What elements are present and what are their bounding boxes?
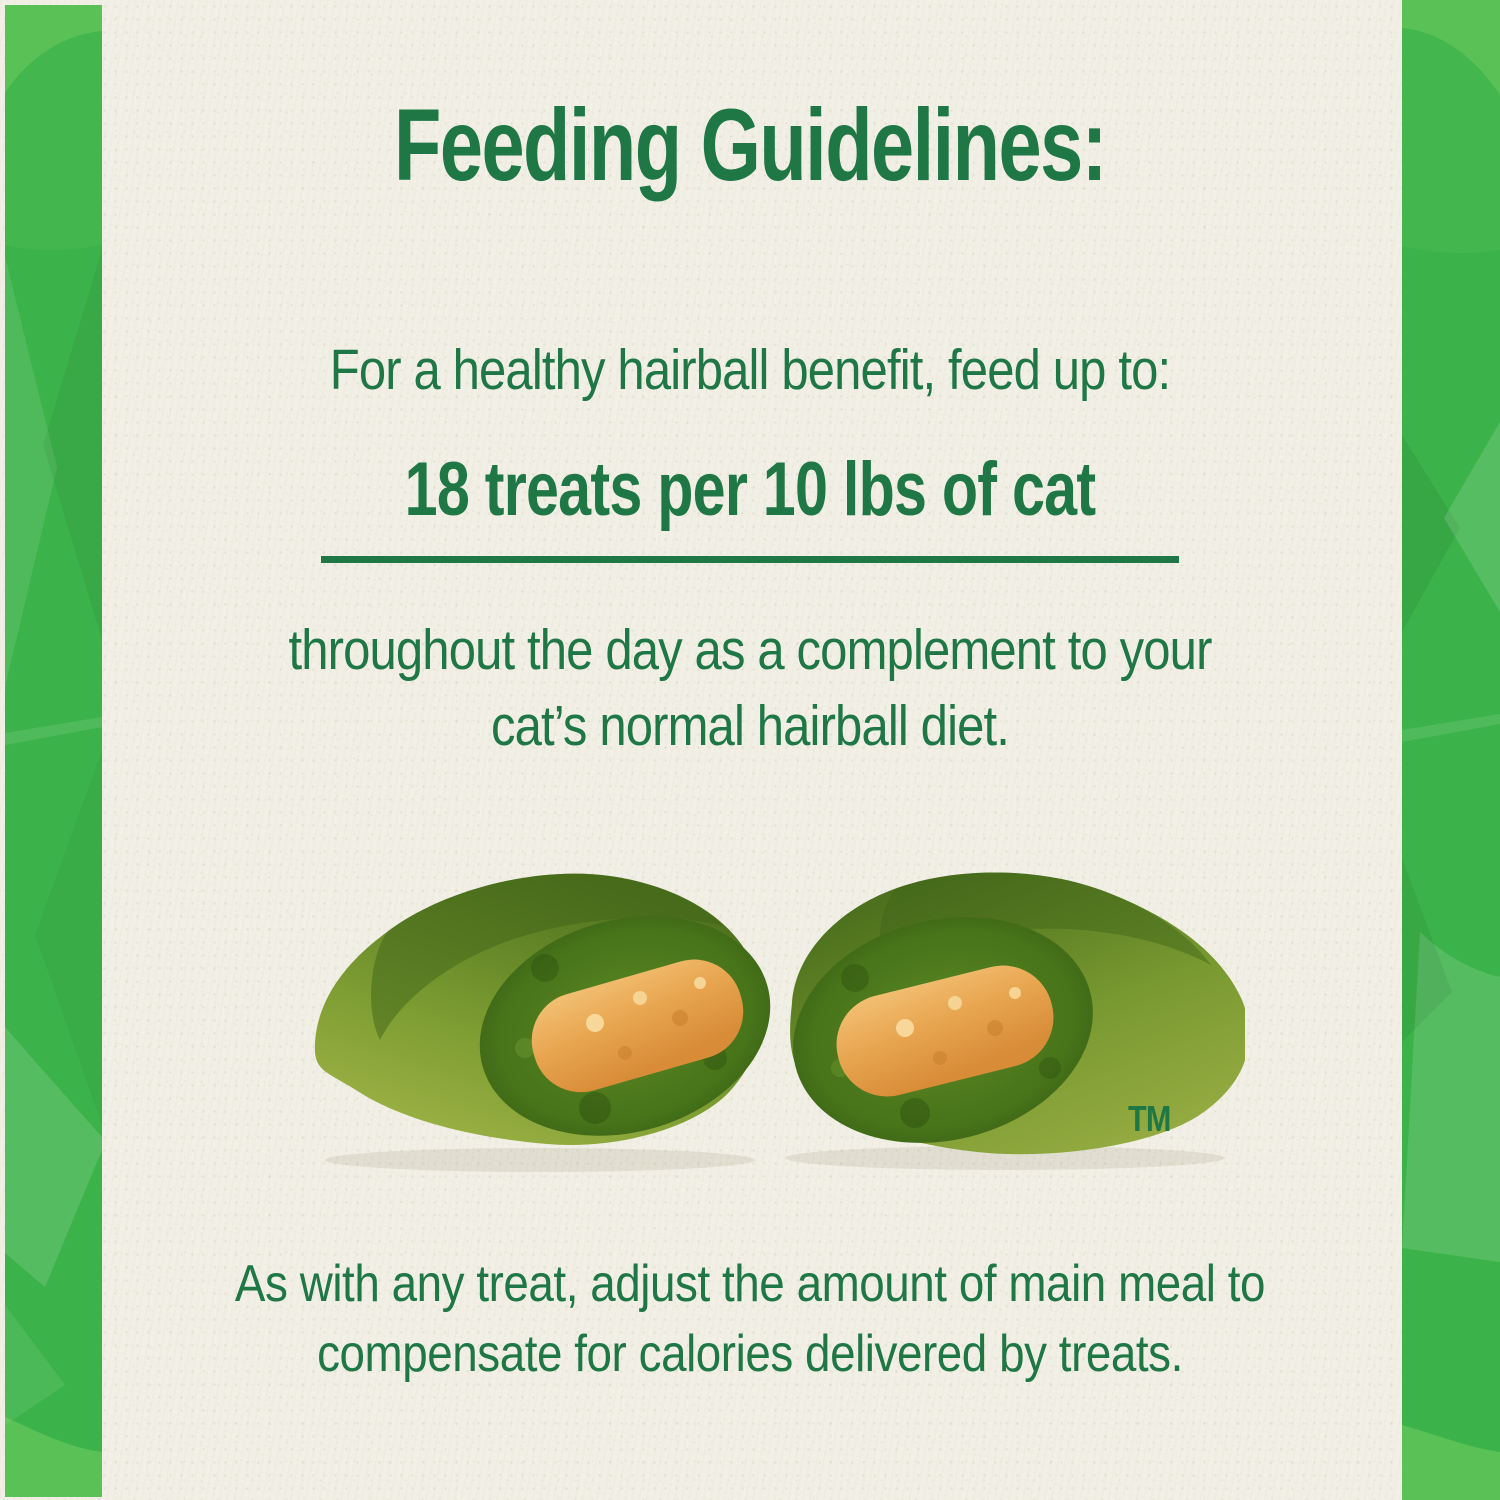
footnote-text: As with any treat, adjust the amount of …: [90, 1249, 1410, 1389]
detail-line-2: cat’s normal hairball diet.: [490, 694, 1010, 758]
treat-left: [314, 873, 771, 1145]
left-border-pattern: [5, 5, 102, 1497]
dosage-underline: [321, 556, 1179, 563]
page-title: Feeding Guidelines:: [394, 88, 1107, 202]
treat-photo-art: [314, 872, 1250, 1172]
treat-photo: [295, 858, 1250, 1178]
detail-text: throughout the day as a complement to yo…: [105, 612, 1395, 764]
footnote-line-1: As with any treat, adjust the amount of …: [234, 1255, 1266, 1313]
dosage-text: 18 treats per 10 lbs of cat: [404, 447, 1096, 532]
right-border-art: [1402, 0, 1500, 1500]
right-border-pattern: [1402, 0, 1500, 1500]
left-border-art: [5, 5, 102, 1497]
detail-line-1: throughout the day as a complement to yo…: [288, 618, 1212, 682]
intro-text: For a healthy hairball benefit, feed up …: [329, 338, 1171, 402]
footnote-line-2: compensate for calories delivered by tre…: [317, 1325, 1183, 1383]
treat-right: [790, 872, 1250, 1155]
trademark-symbol: TM: [1128, 1098, 1171, 1139]
